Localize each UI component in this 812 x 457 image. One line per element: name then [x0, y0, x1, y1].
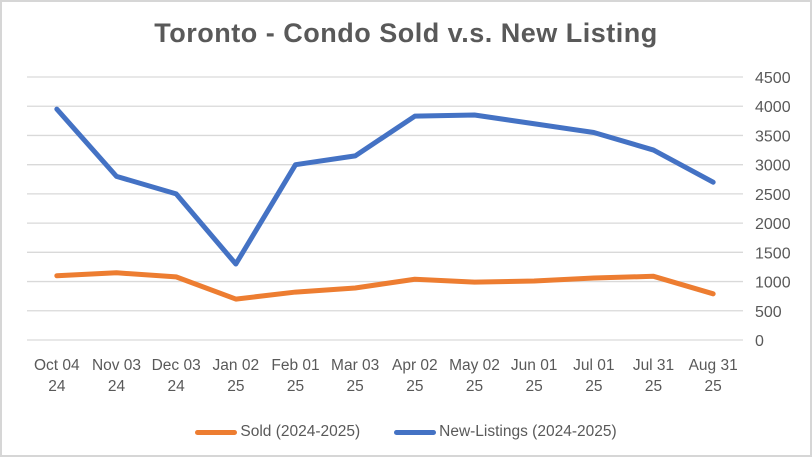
legend-label-sold: Sold (2024-2025): [240, 423, 361, 440]
x-axis-tick-label: Jul 01: [573, 357, 614, 374]
legend-item-sold: Sold (2024-2025): [195, 423, 360, 441]
x-axis-tick-label: Jun 01: [511, 357, 558, 374]
x-axis-tick-label: 25: [287, 378, 304, 395]
x-axis-tick-label: May 02: [449, 357, 500, 374]
x-axis-tick-label: 25: [585, 378, 602, 395]
x-axis-tick-label: 25: [526, 378, 543, 395]
legend-swatch-new-listings: [394, 429, 437, 435]
legend: Sold (2024-2025) New-Listings (2024-2025…: [2, 423, 810, 441]
y-axis-tick-label: 2500: [755, 187, 791, 204]
x-axis-tick-label: 25: [466, 378, 483, 395]
y-axis-tick-label: 0: [755, 333, 764, 350]
x-axis-tick-label: Dec 03: [152, 357, 201, 374]
y-axis-tick-label: 1000: [755, 275, 791, 292]
legend-item-new-listings: New-Listings (2024-2025): [394, 423, 617, 441]
legend-swatch-sold: [195, 429, 238, 435]
y-axis-tick-label: 4500: [755, 70, 791, 87]
series-line-sold: [54, 270, 716, 302]
x-axis-tick-label: Apr 02: [392, 357, 438, 374]
x-axis-tick-label: 25: [347, 378, 364, 395]
x-axis-tick-label: 25: [645, 378, 662, 395]
x-axis-tick-label: 25: [705, 378, 722, 395]
x-axis-tick-label: Mar 03: [331, 357, 379, 374]
x-axis-tick-label: Oct 04: [34, 357, 80, 374]
y-axis-tick-label: 4000: [755, 99, 791, 116]
y-axis-tick-label: 2000: [755, 216, 791, 233]
x-axis-tick-label: 25: [227, 378, 244, 395]
y-axis-tick-label: 1500: [755, 245, 791, 262]
x-axis-tick-label: 24: [48, 378, 66, 395]
x-axis-tick-label: 25: [406, 378, 423, 395]
x-axis-tick-label: 24: [108, 378, 126, 395]
x-axis-tick-label: Jul 31: [633, 357, 674, 374]
y-axis-tick-label: 3000: [755, 158, 791, 175]
y-axis-tick-label: 500: [755, 304, 782, 321]
x-axis-tick-label: Feb 01: [271, 357, 319, 374]
y-axis-tick-label: 3500: [755, 128, 791, 145]
x-axis-tick-label: 24: [168, 378, 186, 395]
series-line-new-listings: [54, 106, 716, 267]
legend-label-new-listings: New-Listings (2024-2025): [439, 423, 617, 440]
chart-title: Toronto - Condo Sold v.s. New Listing: [154, 18, 658, 48]
x-axis-tick-label: Jan 02: [213, 357, 260, 374]
x-axis-tick-label: Aug 31: [689, 357, 738, 374]
x-axis-tick-label: Nov 03: [92, 357, 141, 374]
